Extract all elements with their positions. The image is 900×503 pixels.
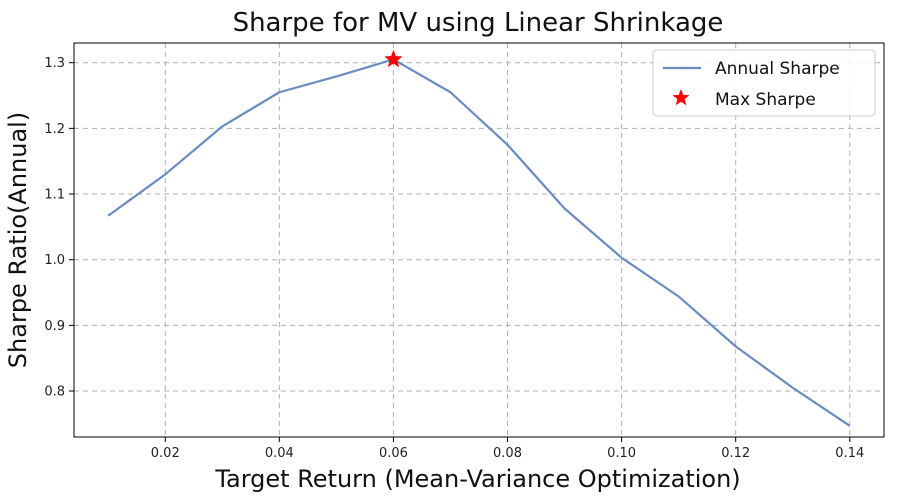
y-tick-label: 0.8 bbox=[44, 385, 65, 400]
x-tick-label: 0.06 bbox=[379, 446, 408, 461]
y-tick-label: 1.3 bbox=[44, 56, 65, 71]
series-line-annual-sharpe bbox=[107, 58, 851, 427]
legend-box bbox=[652, 49, 876, 117]
y-tick-label: 1.0 bbox=[44, 253, 65, 268]
y-tick-label: 0.9 bbox=[44, 319, 65, 334]
y-tick-label: 1.1 bbox=[44, 188, 65, 203]
legend-label-annual-sharpe: Annual Sharpe bbox=[715, 59, 840, 79]
max-sharpe-star-marker bbox=[384, 49, 403, 68]
legend: Annual Sharpe Max Sharpe bbox=[652, 49, 876, 117]
x-tick-label: 0.10 bbox=[607, 446, 636, 461]
chart-title: Sharpe for MV using Linear Shrinkage bbox=[233, 8, 724, 38]
x-axis-title: Target Return (Mean-Variance Optimizatio… bbox=[214, 465, 740, 493]
x-tick-label: 0.02 bbox=[151, 446, 180, 461]
x-tick-label: 0.14 bbox=[835, 446, 864, 461]
y-tick-label: 1.2 bbox=[44, 122, 65, 137]
x-tick-label: 0.12 bbox=[721, 446, 750, 461]
x-tick-label: 0.04 bbox=[265, 446, 294, 461]
x-tick-label: 0.08 bbox=[493, 446, 522, 461]
plot-frame bbox=[73, 42, 885, 438]
y-axis-title: Sharpe Ratio(Annual) bbox=[4, 112, 32, 368]
legend-label-max-sharpe: Max Sharpe bbox=[715, 90, 816, 110]
legend-star-swatch bbox=[672, 89, 690, 106]
